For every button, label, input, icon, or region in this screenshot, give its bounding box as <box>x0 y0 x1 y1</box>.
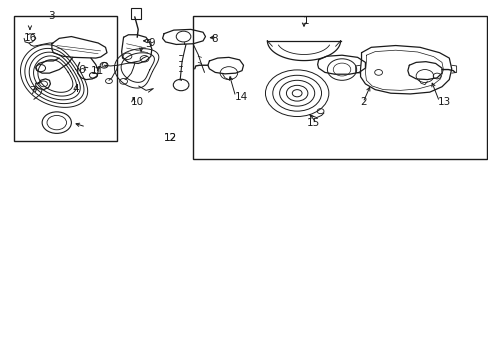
Text: 12: 12 <box>163 133 177 143</box>
Text: 9: 9 <box>148 38 154 48</box>
Text: 10: 10 <box>131 97 144 107</box>
Text: 13: 13 <box>437 97 450 107</box>
Text: 15: 15 <box>306 118 320 128</box>
Text: 1: 1 <box>303 17 309 27</box>
Text: 8: 8 <box>211 35 218 44</box>
Text: 14: 14 <box>234 92 247 102</box>
Text: 2: 2 <box>360 97 366 107</box>
Text: 16: 16 <box>24 33 37 43</box>
Text: 12: 12 <box>163 133 177 143</box>
Bar <box>193 16 487 159</box>
Text: 11: 11 <box>91 66 104 76</box>
Text: 3: 3 <box>48 11 55 21</box>
Text: 4: 4 <box>73 84 80 94</box>
Text: 5: 5 <box>145 40 151 49</box>
Text: 7: 7 <box>29 86 36 96</box>
Text: 6: 6 <box>79 64 85 75</box>
Bar <box>131 8 141 19</box>
Bar <box>14 16 117 141</box>
